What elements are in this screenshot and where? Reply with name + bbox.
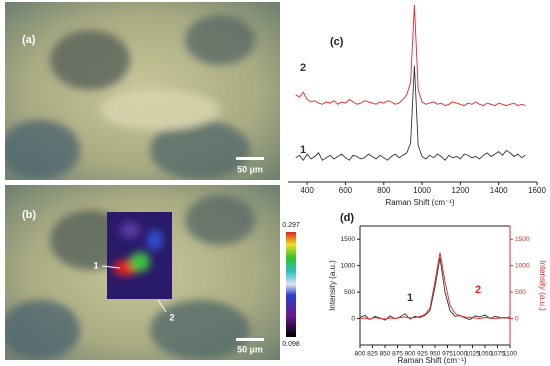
x-tick-label: 900: [405, 351, 416, 358]
x-tick-label: 1025: [465, 351, 480, 358]
scale-bar: [236, 338, 264, 341]
x-tick-label: 1000: [413, 186, 431, 195]
x-tick-label: 1050: [478, 351, 493, 358]
x-tick-label: 800: [377, 186, 391, 195]
panel-label: (d): [340, 212, 354, 224]
x-tick-label: 1600: [528, 186, 546, 195]
marker-label: 1: [93, 260, 98, 270]
x-tick-label: 825: [367, 351, 378, 358]
series-label: 1: [300, 144, 306, 156]
series-line: [359, 257, 511, 321]
y2-tick-label: 1500: [515, 236, 530, 243]
x-axis-label: Raman Shift (cm⁻¹): [397, 356, 466, 365]
x-tick-label: 1200: [451, 186, 469, 195]
x-tick-label: 950: [430, 351, 441, 358]
x-tick-label: 850: [380, 351, 391, 358]
x-tick-label: 875: [392, 351, 403, 358]
y2-tick-label: 1000: [515, 262, 530, 269]
y-tick-label: 1000: [341, 262, 356, 269]
x-tick-label: 975: [442, 351, 453, 358]
y-tick-label: 0: [351, 315, 355, 322]
y2-axis-label: Intensity (a.u.): [538, 260, 547, 311]
y2-tick-label: 500: [515, 289, 526, 296]
x-tick-label: 1075: [490, 351, 505, 358]
micrograph-a: [5, 2, 280, 180]
series-label: 2: [475, 284, 481, 296]
marker-label: 2: [169, 312, 174, 322]
panel-label: (a): [22, 34, 36, 46]
x-axis-label: Raman Shift (cm⁻¹): [385, 198, 454, 207]
x-tick-label: 800: [355, 351, 366, 358]
colorbar-max: 0.297: [282, 222, 300, 229]
y-axis-label: Intensity (a.u.): [328, 260, 337, 311]
panel-label: (b): [22, 209, 36, 221]
y2-tick-label: 0: [515, 315, 519, 322]
panel-label: (c): [330, 36, 344, 48]
x-tick-label: 925: [417, 351, 428, 358]
series-line: [359, 252, 511, 320]
series-label: 1: [407, 292, 413, 304]
x-tick-label: 1400: [490, 186, 508, 195]
series-label: 2: [300, 62, 306, 74]
scale-bar: [236, 157, 264, 160]
y-tick-label: 500: [344, 289, 355, 296]
x-tick-label: 1000: [453, 351, 468, 358]
scale-bar-label: 50 µm: [237, 344, 263, 354]
colorbar-min: 0.098: [282, 341, 300, 348]
micrograph-b: [5, 185, 280, 360]
y-tick-label: 1500: [341, 236, 356, 243]
scale-bar-label: 50 µm: [237, 164, 263, 174]
colorbar: [286, 232, 296, 337]
x-tick-label: 400: [300, 186, 314, 195]
series-line: [295, 4, 526, 107]
x-tick-label: 600: [339, 186, 353, 195]
x-tick-label: 1100: [503, 351, 517, 358]
series-line: [295, 65, 526, 161]
